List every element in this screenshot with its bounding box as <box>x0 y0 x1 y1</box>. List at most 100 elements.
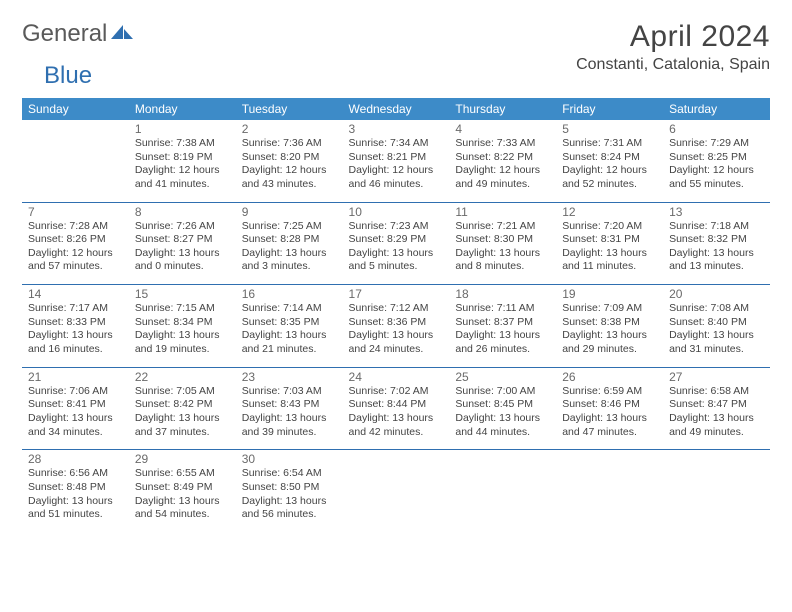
daylight-line: Daylight: 13 hours and 31 minutes. <box>669 329 764 356</box>
calendar-week-row: 1Sunrise: 7:38 AMSunset: 8:19 PMDaylight… <box>22 120 770 202</box>
sunset-line: Sunset: 8:27 PM <box>135 233 230 247</box>
sunset-line: Sunset: 8:38 PM <box>562 316 657 330</box>
daylight-line: Daylight: 13 hours and 51 minutes. <box>28 495 123 522</box>
day-cell: 22Sunrise: 7:05 AMSunset: 8:42 PMDayligh… <box>129 368 236 450</box>
day-info: Sunrise: 7:14 AMSunset: 8:35 PMDaylight:… <box>242 302 337 357</box>
day-info: Sunrise: 7:38 AMSunset: 8:19 PMDaylight:… <box>135 137 230 192</box>
daylight-line: Daylight: 13 hours and 56 minutes. <box>242 495 337 522</box>
day-number: 7 <box>28 205 123 219</box>
daylight-line: Daylight: 12 hours and 49 minutes. <box>455 164 550 191</box>
day-cell: 1Sunrise: 7:38 AMSunset: 8:19 PMDaylight… <box>129 120 236 202</box>
calendar-week-row: 21Sunrise: 7:06 AMSunset: 8:41 PMDayligh… <box>22 368 770 450</box>
sunrise-line: Sunrise: 7:08 AM <box>669 302 764 316</box>
day-info: Sunrise: 7:36 AMSunset: 8:20 PMDaylight:… <box>242 137 337 192</box>
day-cell: 5Sunrise: 7:31 AMSunset: 8:24 PMDaylight… <box>556 120 663 202</box>
sunrise-line: Sunrise: 6:56 AM <box>28 467 123 481</box>
calendar-week-row: 7Sunrise: 7:28 AMSunset: 8:26 PMDaylight… <box>22 203 770 285</box>
sunset-line: Sunset: 8:47 PM <box>669 398 764 412</box>
day-cell: 10Sunrise: 7:23 AMSunset: 8:29 PMDayligh… <box>343 203 450 285</box>
sunrise-line: Sunrise: 6:58 AM <box>669 385 764 399</box>
daylight-line: Daylight: 13 hours and 21 minutes. <box>242 329 337 356</box>
day-info: Sunrise: 7:05 AMSunset: 8:42 PMDaylight:… <box>135 385 230 440</box>
daylight-line: Daylight: 13 hours and 5 minutes. <box>349 247 444 274</box>
sunrise-line: Sunrise: 7:15 AM <box>135 302 230 316</box>
sunrise-line: Sunrise: 6:55 AM <box>135 467 230 481</box>
day-info: Sunrise: 7:03 AMSunset: 8:43 PMDaylight:… <box>242 385 337 440</box>
daylight-line: Daylight: 13 hours and 49 minutes. <box>669 412 764 439</box>
sunset-line: Sunset: 8:44 PM <box>349 398 444 412</box>
sunrise-line: Sunrise: 7:34 AM <box>349 137 444 151</box>
day-number: 15 <box>135 287 230 301</box>
day-cell: 3Sunrise: 7:34 AMSunset: 8:21 PMDaylight… <box>343 120 450 202</box>
day-number: 14 <box>28 287 123 301</box>
day-cell: 25Sunrise: 7:00 AMSunset: 8:45 PMDayligh… <box>449 368 556 450</box>
dow-tuesday: Tuesday <box>236 98 343 120</box>
day-info: Sunrise: 7:34 AMSunset: 8:21 PMDaylight:… <box>349 137 444 192</box>
day-cell: 17Sunrise: 7:12 AMSunset: 8:36 PMDayligh… <box>343 285 450 367</box>
day-info: Sunrise: 7:21 AMSunset: 8:30 PMDaylight:… <box>455 220 550 275</box>
day-number: 11 <box>455 205 550 219</box>
day-info: Sunrise: 7:31 AMSunset: 8:24 PMDaylight:… <box>562 137 657 192</box>
day-info: Sunrise: 7:29 AMSunset: 8:25 PMDaylight:… <box>669 137 764 192</box>
sunset-line: Sunset: 8:36 PM <box>349 316 444 330</box>
daylight-line: Daylight: 12 hours and 41 minutes. <box>135 164 230 191</box>
daylight-line: Daylight: 13 hours and 54 minutes. <box>135 495 230 522</box>
sunset-line: Sunset: 8:45 PM <box>455 398 550 412</box>
day-cell: 30Sunrise: 6:54 AMSunset: 8:50 PMDayligh… <box>236 450 343 532</box>
sunrise-line: Sunrise: 7:03 AM <box>242 385 337 399</box>
day-cell: 29Sunrise: 6:55 AMSunset: 8:49 PMDayligh… <box>129 450 236 532</box>
day-cell: 11Sunrise: 7:21 AMSunset: 8:30 PMDayligh… <box>449 203 556 285</box>
calendar-table: Sunday Monday Tuesday Wednesday Thursday… <box>22 98 770 532</box>
sunset-line: Sunset: 8:43 PM <box>242 398 337 412</box>
day-number: 21 <box>28 370 123 384</box>
day-info: Sunrise: 6:59 AMSunset: 8:46 PMDaylight:… <box>562 385 657 440</box>
daylight-line: Daylight: 12 hours and 43 minutes. <box>242 164 337 191</box>
day-cell: 9Sunrise: 7:25 AMSunset: 8:28 PMDaylight… <box>236 203 343 285</box>
daylight-line: Daylight: 13 hours and 8 minutes. <box>455 247 550 274</box>
daylight-line: Daylight: 13 hours and 24 minutes. <box>349 329 444 356</box>
daylight-line: Daylight: 13 hours and 3 minutes. <box>242 247 337 274</box>
sunset-line: Sunset: 8:33 PM <box>28 316 123 330</box>
day-number: 1 <box>135 122 230 136</box>
sunset-line: Sunset: 8:34 PM <box>135 316 230 330</box>
day-number: 2 <box>242 122 337 136</box>
day-number: 9 <box>242 205 337 219</box>
dow-sunday: Sunday <box>22 98 129 120</box>
day-info: Sunrise: 6:55 AMSunset: 8:49 PMDaylight:… <box>135 467 230 522</box>
day-number: 3 <box>349 122 444 136</box>
sunset-line: Sunset: 8:19 PM <box>135 151 230 165</box>
daylight-line: Daylight: 13 hours and 37 minutes. <box>135 412 230 439</box>
day-number: 4 <box>455 122 550 136</box>
daylight-line: Daylight: 13 hours and 19 minutes. <box>135 329 230 356</box>
sunset-line: Sunset: 8:37 PM <box>455 316 550 330</box>
day-info: Sunrise: 7:15 AMSunset: 8:34 PMDaylight:… <box>135 302 230 357</box>
calendar-week-row: 28Sunrise: 6:56 AMSunset: 8:48 PMDayligh… <box>22 450 770 532</box>
day-number: 16 <box>242 287 337 301</box>
daylight-line: Daylight: 13 hours and 47 minutes. <box>562 412 657 439</box>
day-cell: 18Sunrise: 7:11 AMSunset: 8:37 PMDayligh… <box>449 285 556 367</box>
day-info: Sunrise: 6:56 AMSunset: 8:48 PMDaylight:… <box>28 467 123 522</box>
daylight-line: Daylight: 12 hours and 52 minutes. <box>562 164 657 191</box>
day-cell: 4Sunrise: 7:33 AMSunset: 8:22 PMDaylight… <box>449 120 556 202</box>
day-cell: 24Sunrise: 7:02 AMSunset: 8:44 PMDayligh… <box>343 368 450 450</box>
sunrise-line: Sunrise: 7:20 AM <box>562 220 657 234</box>
day-cell: 20Sunrise: 7:08 AMSunset: 8:40 PMDayligh… <box>663 285 770 367</box>
day-info: Sunrise: 7:09 AMSunset: 8:38 PMDaylight:… <box>562 302 657 357</box>
daylight-line: Daylight: 13 hours and 13 minutes. <box>669 247 764 274</box>
dow-friday: Friday <box>556 98 663 120</box>
day-number: 6 <box>669 122 764 136</box>
sunrise-line: Sunrise: 7:21 AM <box>455 220 550 234</box>
sunrise-line: Sunrise: 7:29 AM <box>669 137 764 151</box>
day-number: 26 <box>562 370 657 384</box>
sunrise-line: Sunrise: 7:02 AM <box>349 385 444 399</box>
day-cell: 27Sunrise: 6:58 AMSunset: 8:47 PMDayligh… <box>663 368 770 450</box>
day-number: 20 <box>669 287 764 301</box>
day-number: 10 <box>349 205 444 219</box>
day-cell: 28Sunrise: 6:56 AMSunset: 8:48 PMDayligh… <box>22 450 129 532</box>
day-number: 23 <box>242 370 337 384</box>
daylight-line: Daylight: 13 hours and 44 minutes. <box>455 412 550 439</box>
sunset-line: Sunset: 8:26 PM <box>28 233 123 247</box>
sunset-line: Sunset: 8:32 PM <box>669 233 764 247</box>
day-cell: 19Sunrise: 7:09 AMSunset: 8:38 PMDayligh… <box>556 285 663 367</box>
sunset-line: Sunset: 8:24 PM <box>562 151 657 165</box>
